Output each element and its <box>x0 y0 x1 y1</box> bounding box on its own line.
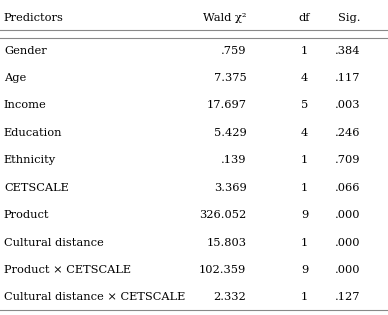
Text: 17.697: 17.697 <box>206 100 246 111</box>
Text: 102.359: 102.359 <box>199 265 246 275</box>
Text: Predictors: Predictors <box>4 13 64 23</box>
Text: Product: Product <box>4 210 49 220</box>
Text: .246: .246 <box>335 128 361 138</box>
Text: .003: .003 <box>335 100 361 111</box>
Text: .127: .127 <box>335 292 361 302</box>
Text: Income: Income <box>4 100 47 111</box>
Text: Product × CETSCALE: Product × CETSCALE <box>4 265 131 275</box>
Text: 4: 4 <box>301 73 308 83</box>
Text: 9: 9 <box>301 265 308 275</box>
Text: 5: 5 <box>301 100 308 111</box>
Text: Ethnicity: Ethnicity <box>4 155 56 165</box>
Text: Gender: Gender <box>4 46 47 56</box>
Text: .000: .000 <box>335 265 361 275</box>
Text: Age: Age <box>4 73 26 83</box>
Text: .384: .384 <box>335 46 361 56</box>
Text: CETSCALE: CETSCALE <box>4 183 69 193</box>
Text: 5.429: 5.429 <box>214 128 246 138</box>
Text: 2.332: 2.332 <box>214 292 246 302</box>
Text: .000: .000 <box>335 210 361 220</box>
Text: 1: 1 <box>301 238 308 248</box>
Text: 326.052: 326.052 <box>199 210 246 220</box>
Text: 7.375: 7.375 <box>214 73 246 83</box>
Text: .759: .759 <box>221 46 246 56</box>
Text: Wald χ²: Wald χ² <box>203 13 246 23</box>
Text: Education: Education <box>4 128 62 138</box>
Text: 1: 1 <box>301 46 308 56</box>
Text: 4: 4 <box>301 128 308 138</box>
Text: .139: .139 <box>221 155 246 165</box>
Text: 1: 1 <box>301 183 308 193</box>
Text: 9: 9 <box>301 210 308 220</box>
Text: 1: 1 <box>301 292 308 302</box>
Text: .117: .117 <box>335 73 361 83</box>
Text: Cultural distance × CETSCALE: Cultural distance × CETSCALE <box>4 292 185 302</box>
Text: .066: .066 <box>335 183 361 193</box>
Text: 1: 1 <box>301 155 308 165</box>
Text: 3.369: 3.369 <box>214 183 246 193</box>
Text: Cultural distance: Cultural distance <box>4 238 104 248</box>
Text: .000: .000 <box>335 238 361 248</box>
Text: 15.803: 15.803 <box>206 238 246 248</box>
Text: df: df <box>299 13 310 23</box>
Text: .709: .709 <box>335 155 361 165</box>
Text: Sig.: Sig. <box>338 13 361 23</box>
